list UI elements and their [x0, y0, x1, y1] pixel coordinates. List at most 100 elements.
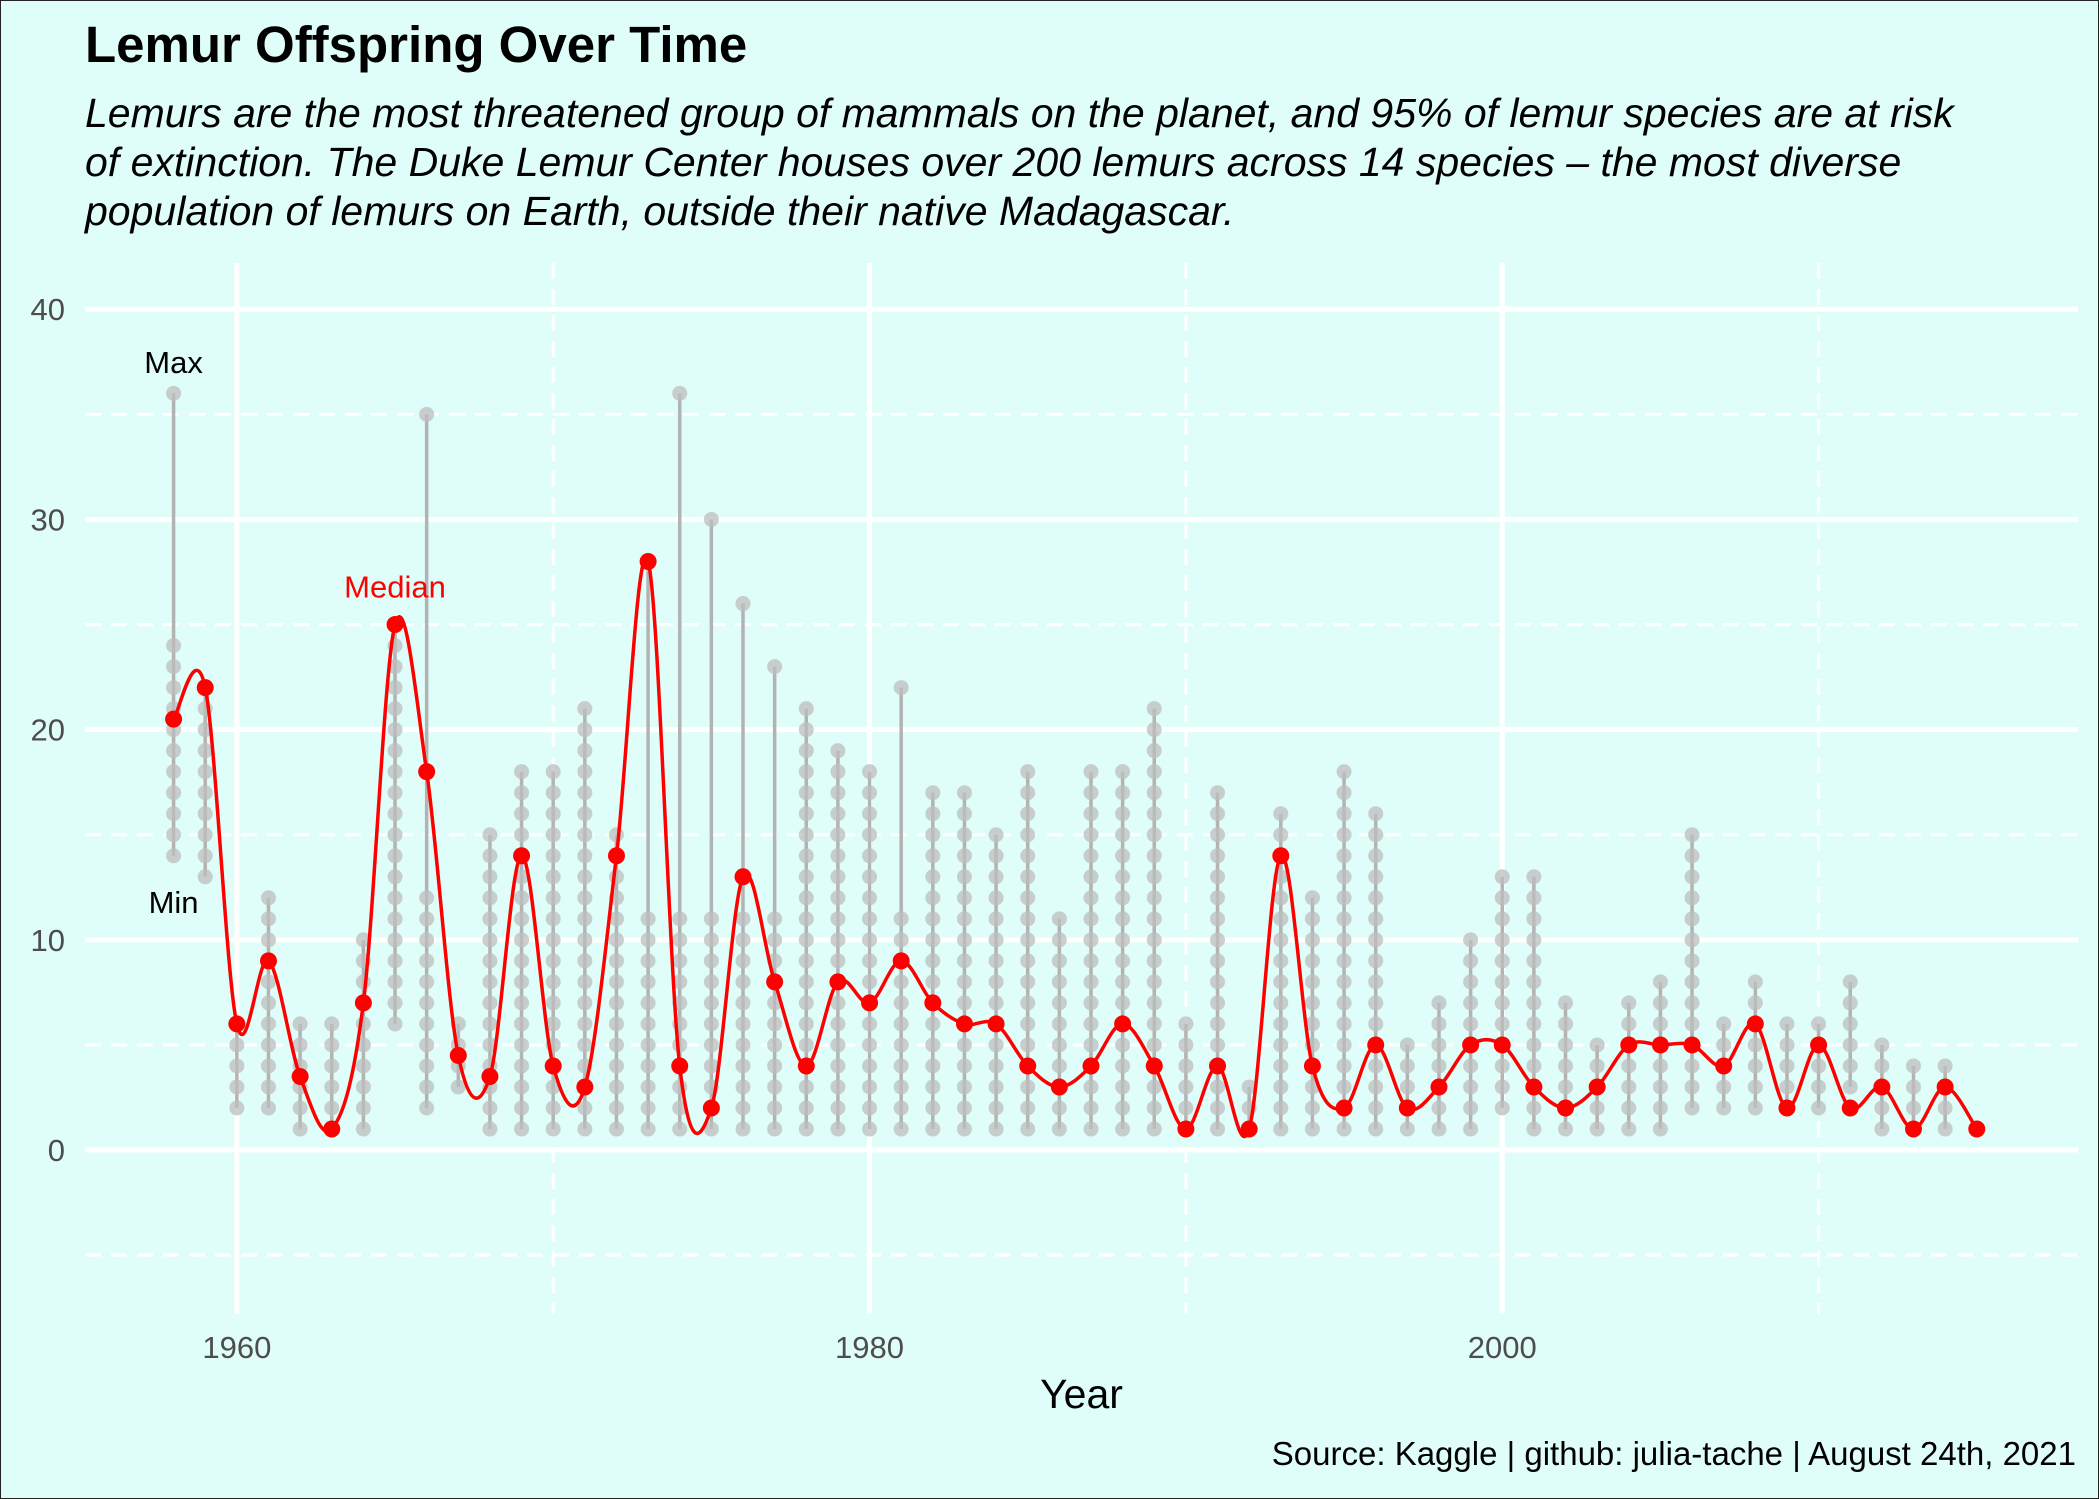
observation-point [166, 848, 182, 864]
observation-point [1020, 1079, 1036, 1095]
observation-point [1273, 911, 1289, 927]
observation-point [1083, 1079, 1099, 1095]
observation-point [798, 806, 814, 822]
observation-point [1146, 932, 1162, 948]
x-axis-label: Year [1040, 1371, 1123, 1417]
observation-point [830, 848, 846, 864]
observation-point [324, 1079, 340, 1095]
median-points [165, 552, 1986, 1138]
observation-point [1494, 995, 1510, 1011]
observation-point [640, 995, 656, 1011]
observation-point [514, 1100, 530, 1116]
observation-point [1905, 1058, 1921, 1074]
median-point [1904, 1120, 1922, 1138]
observation-point [862, 1016, 878, 1032]
median-line [172, 556, 1979, 1139]
observation-point [1178, 1037, 1194, 1053]
observation-point [640, 953, 656, 969]
observation-point [577, 848, 593, 864]
observation-point [956, 1121, 972, 1137]
observation-point [387, 806, 403, 822]
observation-point [1020, 1016, 1036, 1032]
observation-point [197, 806, 213, 822]
observation-point [1336, 806, 1352, 822]
observation-point [672, 932, 688, 948]
observation-point [1684, 1058, 1700, 1074]
observation-point [798, 995, 814, 1011]
observation-point [1304, 974, 1320, 990]
observation-point [514, 1121, 530, 1137]
observation-point [767, 932, 783, 948]
observation-point [1146, 722, 1162, 738]
observation-point [324, 1037, 340, 1053]
median-point [829, 973, 847, 991]
annotation-min: Min [149, 885, 199, 920]
observation-point [1874, 1121, 1890, 1137]
observation-point [640, 1100, 656, 1116]
observation-point [1526, 890, 1542, 906]
observation-point [1273, 890, 1289, 906]
observation-point [830, 911, 846, 927]
observation-point [1684, 869, 1700, 885]
observation-point [956, 1058, 972, 1074]
median-point [323, 1120, 341, 1138]
observation-point [925, 1058, 941, 1074]
observation-point [1051, 1121, 1067, 1137]
median-point [228, 1015, 246, 1033]
observation-point [387, 827, 403, 843]
observation-point [767, 1079, 783, 1095]
observation-point [1210, 911, 1226, 927]
observation-point [197, 764, 213, 780]
observation-point [735, 1058, 751, 1074]
median-point [481, 1067, 499, 1085]
median-point [449, 1046, 467, 1064]
observation-point [925, 1079, 941, 1095]
observation-point [893, 932, 909, 948]
observation-point [577, 890, 593, 906]
subtitle-line-1: Lemurs are the most threatened group of … [85, 90, 1954, 136]
observation-point [355, 1058, 371, 1074]
observation-point [292, 1121, 308, 1137]
median-point [924, 994, 942, 1012]
observation-point [640, 1016, 656, 1032]
observation-point [545, 1121, 561, 1137]
observation-point [1336, 869, 1352, 885]
observation-point [387, 743, 403, 759]
observation-point [767, 1058, 783, 1074]
median-point [544, 1057, 562, 1075]
observation-point [577, 1121, 593, 1137]
observation-point [1115, 995, 1131, 1011]
observation-point [260, 1079, 276, 1095]
observation-point [1051, 953, 1067, 969]
observation-point [1210, 827, 1226, 843]
observation-point [387, 932, 403, 948]
observation-point [925, 911, 941, 927]
observation-point [577, 722, 593, 738]
median-point [607, 847, 625, 865]
observation-point [577, 974, 593, 990]
median-point [1936, 1078, 1954, 1096]
median-point [1746, 1015, 1764, 1033]
observation-point [324, 1100, 340, 1116]
median-point [1588, 1078, 1606, 1096]
observation-point [1652, 1100, 1668, 1116]
observation-point [1178, 1058, 1194, 1074]
observation-point [260, 1037, 276, 1053]
observation-point [830, 890, 846, 906]
observation-point [387, 869, 403, 885]
observation-point [1716, 1079, 1732, 1095]
observation-point [1368, 1079, 1384, 1095]
observation-point [1115, 932, 1131, 948]
observation-point [1051, 1016, 1067, 1032]
observation-point [419, 911, 435, 927]
observation-point [387, 1016, 403, 1032]
observation-point [1368, 869, 1384, 885]
observation-point [1526, 953, 1542, 969]
observation-point [1684, 911, 1700, 927]
observation-point [862, 764, 878, 780]
median-point [1557, 1099, 1575, 1117]
observation-point [893, 1079, 909, 1095]
observation-point [798, 1100, 814, 1116]
observation-point [1652, 1121, 1668, 1137]
x-tick-label: 1980 [835, 1330, 904, 1365]
